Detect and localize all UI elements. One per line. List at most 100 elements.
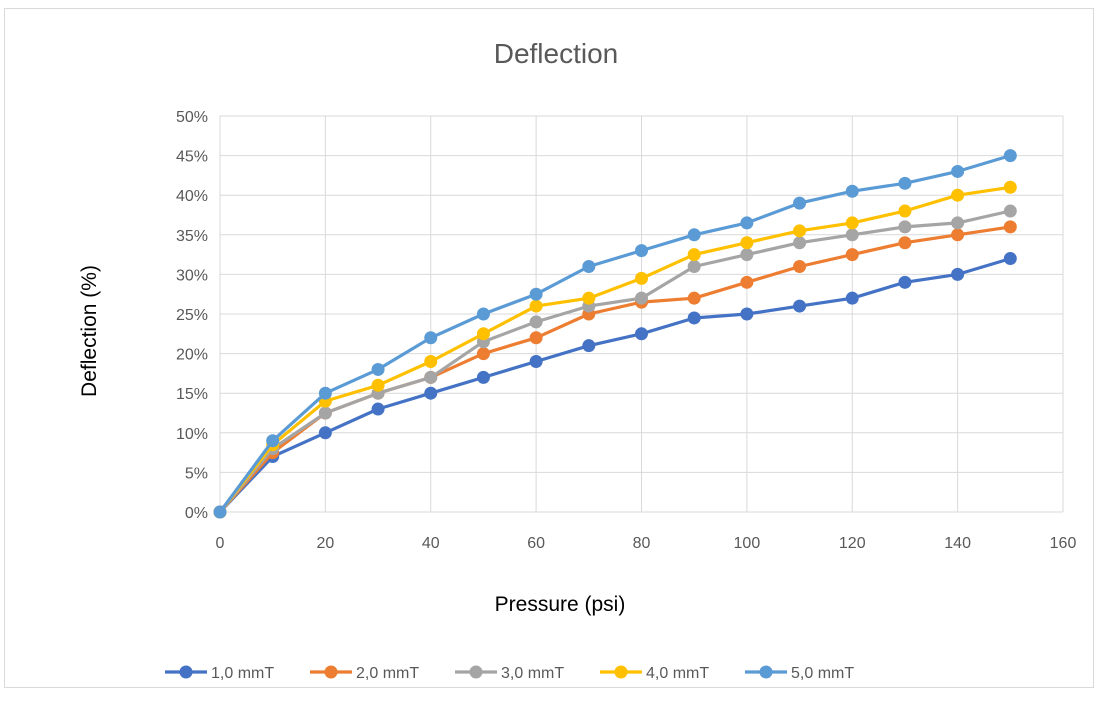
data-point (424, 355, 438, 369)
data-point (635, 327, 648, 341)
series-layer (213, 149, 1017, 519)
data-point (582, 339, 596, 353)
data-point (371, 402, 385, 416)
legend-label: 3,0 mmT (501, 665, 564, 682)
y-tick-labels: 0% 5% 10% 15% 20% 25% 30% 35% 40% 45% 50% (176, 109, 208, 522)
data-point (1003, 149, 1017, 163)
series-line (218, 209, 1011, 514)
y-axis-title: Deflection (%) (78, 265, 101, 397)
data-point (318, 386, 332, 400)
y-tick-label: 10% (176, 426, 208, 443)
data-point (793, 299, 807, 313)
data-point (687, 248, 701, 262)
data-point (266, 434, 280, 448)
series-line (218, 185, 1011, 513)
data-point (424, 386, 438, 400)
data-point (740, 236, 754, 250)
data-point (529, 331, 543, 345)
data-point (687, 259, 701, 273)
x-tick-label: 140 (944, 535, 971, 552)
legend-item: 2,0 mmT (310, 665, 419, 682)
data-point (898, 275, 912, 289)
legend-item: 3,0 mmT (455, 665, 564, 682)
x-tick-label: 80 (633, 535, 651, 552)
series-line (218, 257, 1011, 514)
data-point (318, 406, 332, 420)
data-point (687, 291, 701, 305)
legend-label: 4,0 mmT (646, 665, 709, 682)
x-axis-title: Pressure (psi) (495, 593, 626, 616)
data-point (371, 378, 385, 392)
x-tick-label: 40 (422, 535, 440, 552)
legend-marker (179, 665, 193, 679)
data-point (898, 176, 912, 190)
data-point (1003, 220, 1017, 234)
x-tick-label: 160 (1050, 535, 1077, 552)
data-point (424, 370, 438, 384)
data-point (951, 164, 965, 178)
legend-marker (759, 665, 773, 679)
data-point (318, 426, 332, 440)
data-point (476, 327, 490, 341)
deflection-chart: Deflection 0% 5% 10% 15% 20% 25% 30% 35% 40% 45% 5… (78, 38, 1077, 682)
chart-title: Deflection (494, 38, 619, 69)
data-point (898, 204, 912, 218)
data-point (898, 236, 912, 250)
legend-marker (614, 665, 628, 679)
legend-item: 5,0 mmT (745, 665, 854, 682)
y-tick-label: 30% (176, 267, 208, 284)
data-point (424, 331, 438, 345)
legend-marker (324, 665, 338, 679)
data-point (951, 267, 965, 281)
data-point (898, 220, 912, 234)
data-point (845, 184, 859, 198)
y-tick-label: 45% (176, 149, 208, 166)
data-point (582, 291, 596, 305)
data-point (1003, 180, 1017, 194)
x-tick-label: 60 (527, 535, 545, 552)
data-point (740, 275, 754, 289)
data-point (951, 188, 965, 202)
data-point (635, 291, 648, 305)
data-point (213, 505, 227, 519)
data-point (845, 216, 859, 230)
data-point (740, 248, 754, 262)
y-tick-label: 15% (176, 386, 208, 403)
data-point (371, 362, 385, 376)
series-1 (213, 252, 1017, 519)
data-point (793, 196, 807, 210)
x-tick-label: 120 (839, 535, 866, 552)
data-point (1003, 204, 1017, 218)
series-5 (213, 149, 1017, 519)
data-point (740, 307, 754, 321)
data-point (529, 355, 543, 369)
data-point (740, 216, 754, 230)
y-tick-label: 20% (176, 347, 208, 364)
x-tick-labels: 0 20 40 60 80 100 120 140 160 (216, 535, 1077, 552)
y-tick-label: 25% (176, 307, 208, 324)
data-point (635, 244, 648, 258)
series-2 (213, 220, 1017, 519)
y-tick-label: 5% (185, 465, 208, 482)
data-point (476, 307, 490, 321)
data-point (951, 216, 965, 230)
x-tick-label: 0 (216, 535, 225, 552)
legend-label: 2,0 mmT (356, 665, 419, 682)
data-point (845, 228, 859, 242)
data-point (529, 299, 543, 313)
data-point (793, 236, 807, 250)
legend-marker (469, 665, 483, 679)
series-3 (213, 204, 1017, 519)
legend-item: 1,0 mmT (165, 665, 274, 682)
data-point (793, 259, 807, 273)
data-point (529, 287, 543, 301)
series-4 (213, 180, 1017, 519)
data-point (793, 224, 807, 238)
data-point (476, 347, 490, 361)
data-point (1003, 252, 1017, 266)
x-tick-label: 100 (734, 535, 761, 552)
data-point (845, 291, 859, 305)
data-point (845, 248, 859, 262)
data-point (582, 259, 596, 273)
y-tick-label: 50% (176, 109, 208, 126)
